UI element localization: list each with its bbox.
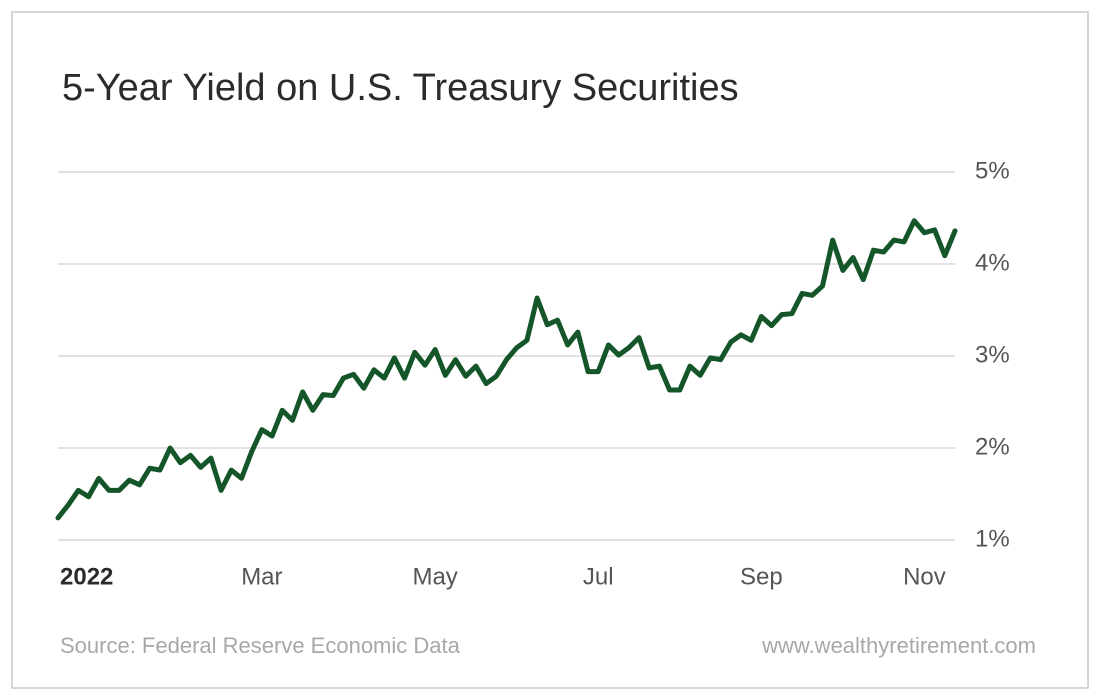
x-tick-label: Sep [740,563,783,590]
y-tick-label: 1% [975,525,1010,552]
data-line [55,218,958,521]
x-tick-label: May [412,563,457,590]
y-tick-label: 5% [975,157,1010,184]
y-tick-label: 2% [975,433,1010,460]
frame [11,11,1089,689]
credit: www.wealthyretirement.com [761,633,1036,658]
y-tick-label: 4% [975,249,1010,276]
chart-title: 5-Year Yield on U.S. Treasury Securities [62,67,739,109]
x-tick-label: 2022 [60,563,113,590]
source-note: Source: Federal Reserve Economic Data [60,633,461,658]
x-tick-label: Nov [903,563,946,590]
x-tick-label: Mar [241,563,282,590]
x-tick-label: Jul [583,563,614,590]
y-tick-label: 3% [975,341,1010,368]
